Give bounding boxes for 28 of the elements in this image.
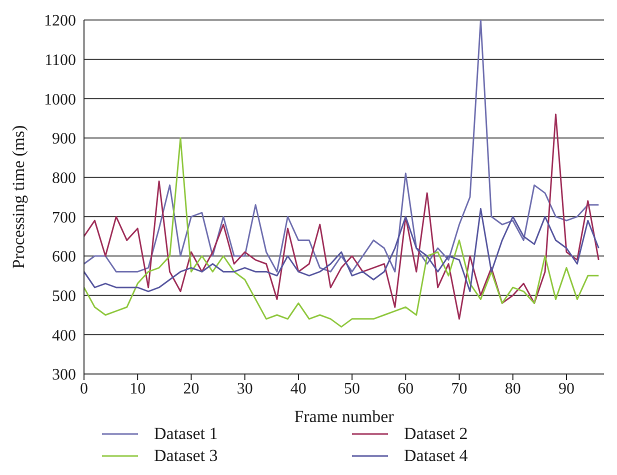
y-tick-label: 1100 bbox=[44, 52, 76, 70]
y-tick-label: 600 bbox=[52, 248, 76, 266]
legend-label: Dataset 4 bbox=[404, 446, 468, 466]
y-tick-label: 800 bbox=[52, 170, 76, 188]
x-tick-label: 20 bbox=[183, 380, 200, 398]
legend-label: Dataset 3 bbox=[154, 446, 218, 466]
y-tick-label: 900 bbox=[52, 130, 76, 148]
y-tick-label: 300 bbox=[52, 366, 76, 384]
y-tick-label: 700 bbox=[52, 209, 76, 226]
line-series bbox=[84, 208, 600, 292]
x-tick-label: 40 bbox=[290, 380, 306, 398]
x-tick-label: 90 bbox=[558, 380, 574, 398]
x-tick-label: 10 bbox=[130, 380, 146, 398]
line-series bbox=[84, 20, 600, 272]
legend-label: Dataset 2 bbox=[404, 424, 468, 444]
x-tick-label: 60 bbox=[398, 380, 414, 398]
y-tick-label: 1000 bbox=[44, 91, 76, 108]
x-tick-label: 70 bbox=[451, 380, 468, 398]
legend-label: Dataset 1 bbox=[154, 424, 218, 444]
x-tick-label: 80 bbox=[504, 380, 521, 398]
y-tick-label: 400 bbox=[52, 327, 76, 344]
y-tick-label: 500 bbox=[52, 288, 76, 306]
x-tick-label: 50 bbox=[344, 380, 360, 398]
x-axis-title: Frame number bbox=[294, 407, 394, 426]
y-axis-title: Processing time (ms) bbox=[9, 125, 28, 269]
x-tick-label: 30 bbox=[236, 380, 253, 398]
y-tick-label: 1200 bbox=[44, 12, 76, 30]
x-tick-label: 0 bbox=[80, 380, 88, 398]
